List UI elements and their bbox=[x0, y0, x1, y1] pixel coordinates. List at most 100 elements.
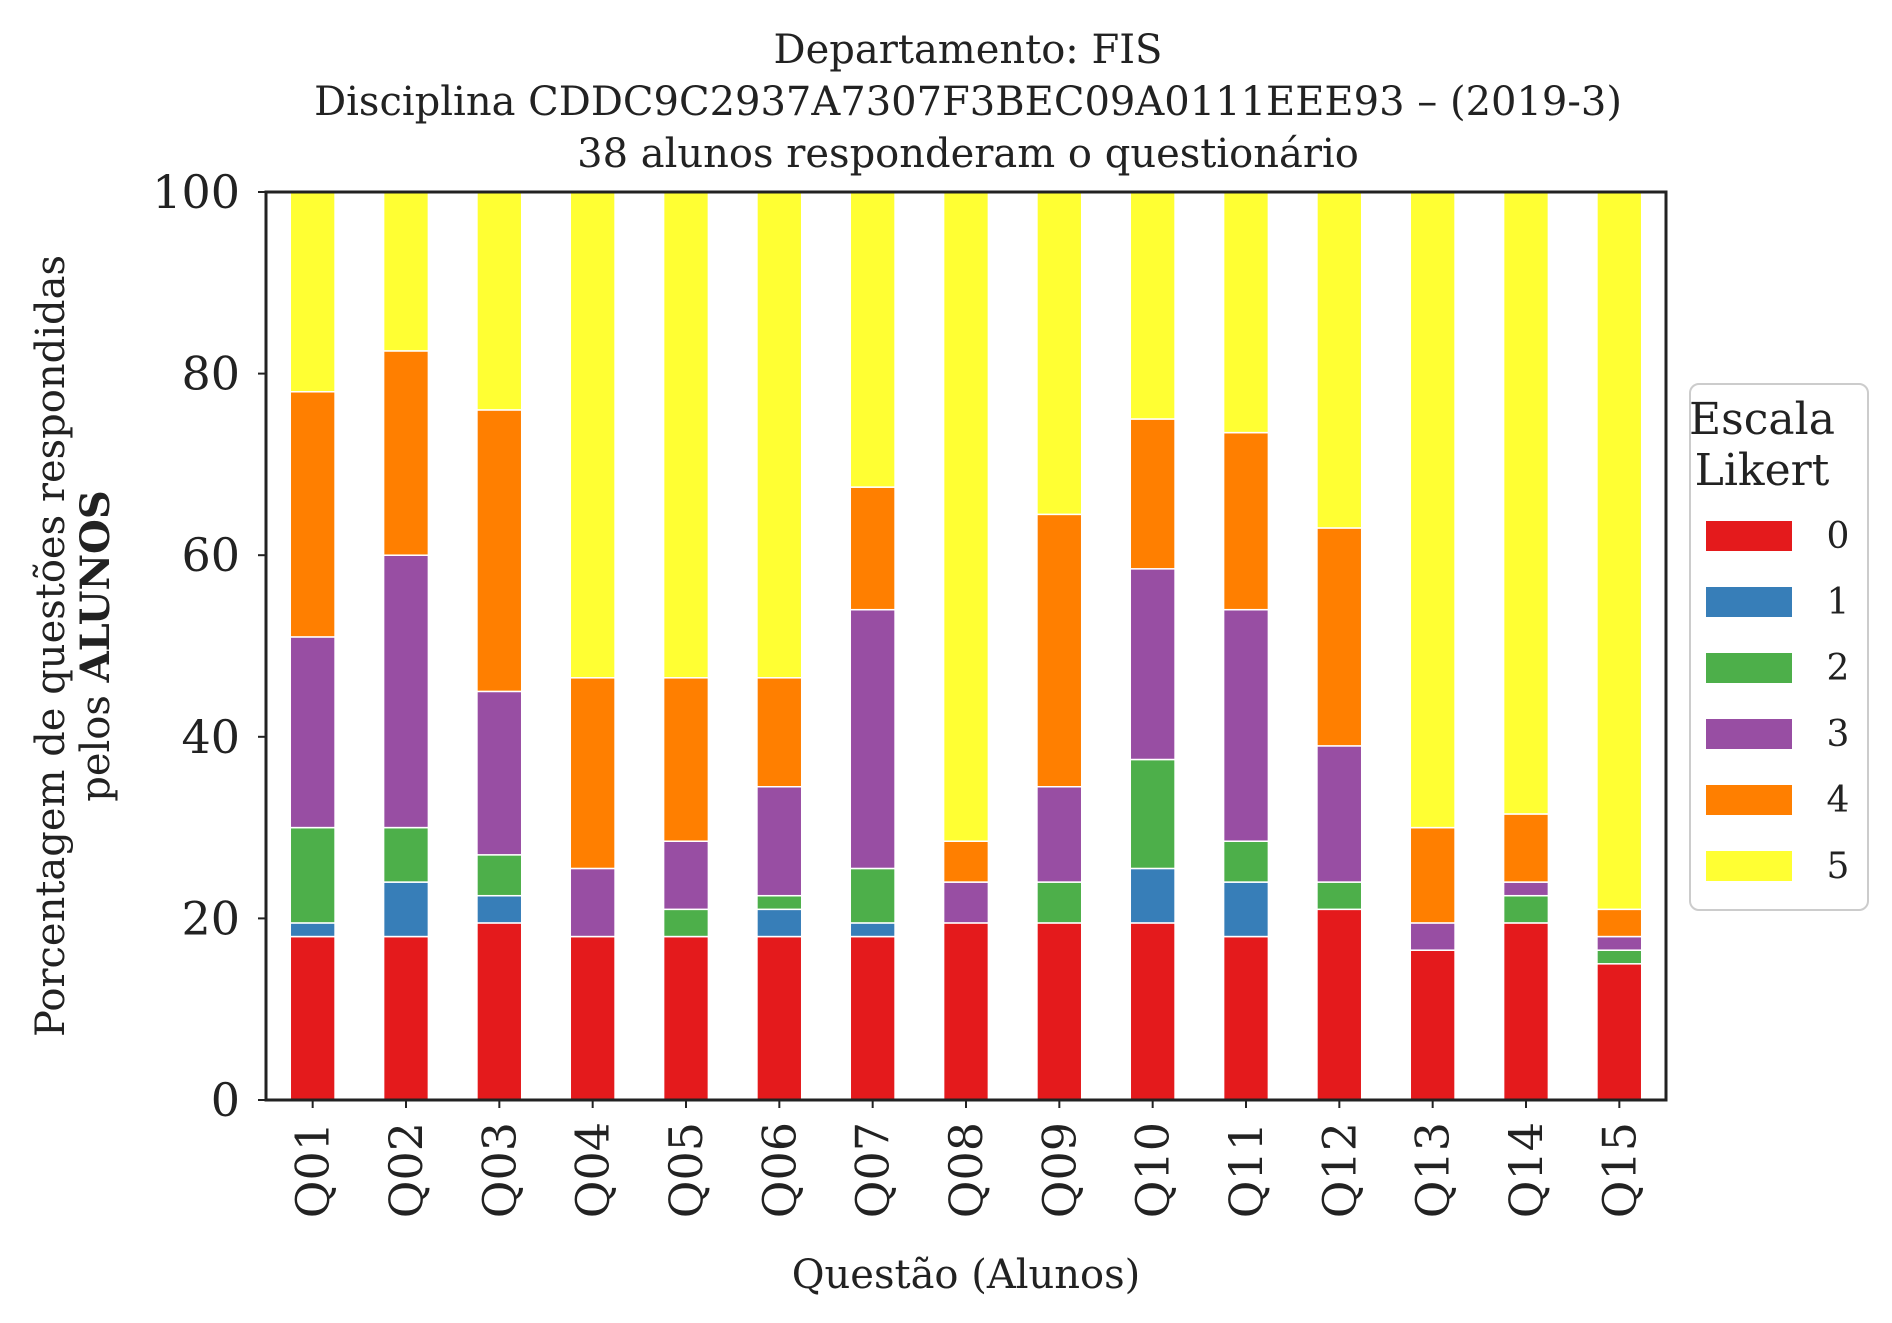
legend-swatch-4 bbox=[1706, 785, 1792, 815]
x-tick-label-Q08: Q08 bbox=[939, 1122, 993, 1218]
bar-segment-Q12-2 bbox=[1316, 881, 1363, 911]
x-tick-label-Q13: Q13 bbox=[1406, 1122, 1460, 1218]
x-tick-label-Q06: Q06 bbox=[752, 1122, 806, 1218]
bar-segment-Q08-5 bbox=[942, 191, 990, 842]
bar-segment-Q15-3 bbox=[1596, 935, 1643, 951]
bar-segment-Q14-0 bbox=[1502, 922, 1550, 1101]
bar-segment-Q06-1 bbox=[756, 908, 803, 938]
bars-layer bbox=[289, 191, 1643, 1101]
bar-segment-Q11-1 bbox=[1222, 881, 1270, 938]
bar-segment-Q10-2 bbox=[1129, 758, 1176, 870]
bar-segment-Q07-5 bbox=[849, 191, 896, 488]
y-axis-ticks: 0 20 40 60 80 100 bbox=[152, 165, 266, 1127]
x-tick-label-Q12: Q12 bbox=[1312, 1122, 1366, 1218]
bar-segment-Q07-2 bbox=[849, 867, 896, 924]
bar-segment-Q15-5 bbox=[1596, 191, 1643, 911]
bar-segment-Q08-4 bbox=[942, 840, 990, 883]
bar-segment-Q02-1 bbox=[382, 881, 430, 938]
x-tick-label-Q15: Q15 bbox=[1592, 1122, 1646, 1218]
legend-label-1: 1 bbox=[1827, 582, 1850, 623]
bar-segment-Q05-4 bbox=[662, 677, 710, 842]
y-axis-label-prefix: pelos bbox=[73, 682, 119, 801]
bar-segment-Q06-5 bbox=[756, 191, 803, 679]
bar-segment-Q04-0 bbox=[569, 935, 616, 1101]
bar-segment-Q07-1 bbox=[849, 922, 896, 938]
bar-segment-Q13-0 bbox=[1409, 949, 1456, 1101]
x-axis-label: Questão (Alunos) bbox=[792, 1252, 1141, 1298]
bar-segment-Q03-4 bbox=[476, 409, 523, 693]
bar-segment-Q10-1 bbox=[1129, 867, 1176, 924]
bar-segment-Q08-0 bbox=[942, 922, 990, 1101]
bar-segment-Q14-4 bbox=[1502, 813, 1550, 883]
x-tick-label-Q10: Q10 bbox=[1126, 1122, 1180, 1218]
bar-segment-Q01-0 bbox=[289, 935, 336, 1101]
x-tick-label-Q09: Q09 bbox=[1032, 1122, 1086, 1218]
bar-segment-Q11-0 bbox=[1222, 935, 1270, 1101]
legend-label-3: 3 bbox=[1827, 714, 1850, 755]
bar-segment-Q11-2 bbox=[1222, 840, 1270, 883]
legend-frame bbox=[1689, 383, 1869, 911]
x-tick-label-Q11: Q11 bbox=[1219, 1122, 1273, 1218]
bar-segment-Q11-3 bbox=[1222, 608, 1270, 842]
bar-segment-Q12-3 bbox=[1316, 745, 1363, 883]
legend-entries: 0 1 2 3 4 5 bbox=[1706, 516, 1849, 887]
bar-segment-Q14-3 bbox=[1502, 881, 1550, 897]
chart-title: Departamento: FIS Disciplina CDDC9C2937A… bbox=[314, 27, 1622, 177]
bar-segment-Q15-2 bbox=[1596, 949, 1643, 965]
bar-segment-Q13-3 bbox=[1409, 922, 1456, 951]
y-axis-label: Porcentagem de questões respondidas pelo… bbox=[28, 255, 119, 1037]
bar-segment-Q03-5 bbox=[476, 191, 523, 411]
bar-segment-Q06-2 bbox=[756, 894, 803, 911]
title-line-1: Departamento: FIS bbox=[774, 27, 1163, 73]
bar-segment-Q03-0 bbox=[476, 922, 523, 1101]
bar-segment-Q14-2 bbox=[1502, 894, 1550, 924]
legend-swatch-2 bbox=[1706, 653, 1792, 683]
bar-segment-Q02-2 bbox=[382, 826, 430, 883]
bar-segment-Q09-0 bbox=[1036, 922, 1083, 1101]
bar-segment-Q13-4 bbox=[1409, 826, 1456, 924]
legend-label-0: 0 bbox=[1827, 516, 1850, 557]
bar-segment-Q01-3 bbox=[289, 636, 336, 829]
bar-segment-Q14-5 bbox=[1502, 191, 1550, 815]
bar-segment-Q12-4 bbox=[1316, 527, 1363, 747]
bar-segment-Q06-3 bbox=[756, 785, 803, 897]
bar-segment-Q05-5 bbox=[662, 191, 710, 679]
y-tick-label-40: 40 bbox=[181, 710, 240, 764]
bar-segment-Q10-0 bbox=[1129, 922, 1176, 1101]
bar-segment-Q09-3 bbox=[1036, 785, 1083, 883]
bar-segment-Q05-2 bbox=[662, 908, 710, 938]
bar-segment-Q01-5 bbox=[289, 191, 336, 393]
y-tick-label-0: 0 bbox=[211, 1073, 240, 1127]
x-tick-label-Q01: Q01 bbox=[286, 1122, 340, 1218]
bar-segment-Q02-4 bbox=[382, 350, 430, 556]
x-axis-ticks: Q01 Q02 Q03 Q04 Q05 Q06 Q07 Q08 Q09 Q10 Q11 Q12 Q13 Q… bbox=[286, 1100, 1646, 1218]
legend-title-line-1: Escala bbox=[1689, 394, 1835, 445]
bar-segment-Q15-4 bbox=[1596, 908, 1643, 938]
bar-segment-Q01-4 bbox=[289, 391, 336, 638]
y-tick-label-80: 80 bbox=[181, 347, 240, 401]
bar-segment-Q07-3 bbox=[849, 608, 896, 870]
y-tick-label-20: 20 bbox=[181, 891, 240, 945]
plot-frame bbox=[264, 190, 1668, 1102]
y-axis-label-line-2: pelos ALUNOS bbox=[72, 490, 119, 802]
plot-area: 0 20 40 60 80 100 Q01 Q02 Q03 Q04 Q05 Q06 Q07 Q08 Q09… bbox=[152, 165, 1668, 1218]
bar-segment-Q05-0 bbox=[662, 935, 710, 1101]
bar-segment-Q07-4 bbox=[849, 486, 896, 611]
legend-label-5: 5 bbox=[1827, 846, 1850, 887]
bar-segment-Q09-2 bbox=[1036, 881, 1083, 924]
bar-segment-Q09-5 bbox=[1036, 191, 1083, 516]
bar-segment-Q01-1 bbox=[289, 922, 336, 938]
legend-label-2: 2 bbox=[1827, 648, 1850, 689]
bar-segment-Q13-5 bbox=[1409, 191, 1456, 829]
x-tick-label-Q07: Q07 bbox=[846, 1122, 900, 1218]
bar-segment-Q06-4 bbox=[756, 677, 803, 788]
bar-segment-Q07-0 bbox=[849, 935, 896, 1101]
bar-segment-Q11-5 bbox=[1222, 191, 1270, 434]
bar-segment-Q02-5 bbox=[382, 191, 430, 352]
bar-segment-Q01-2 bbox=[289, 826, 336, 924]
legend-title-line-2: Likert bbox=[1695, 445, 1830, 496]
bar-segment-Q09-4 bbox=[1036, 513, 1083, 788]
bar-segment-Q02-3 bbox=[382, 554, 430, 829]
